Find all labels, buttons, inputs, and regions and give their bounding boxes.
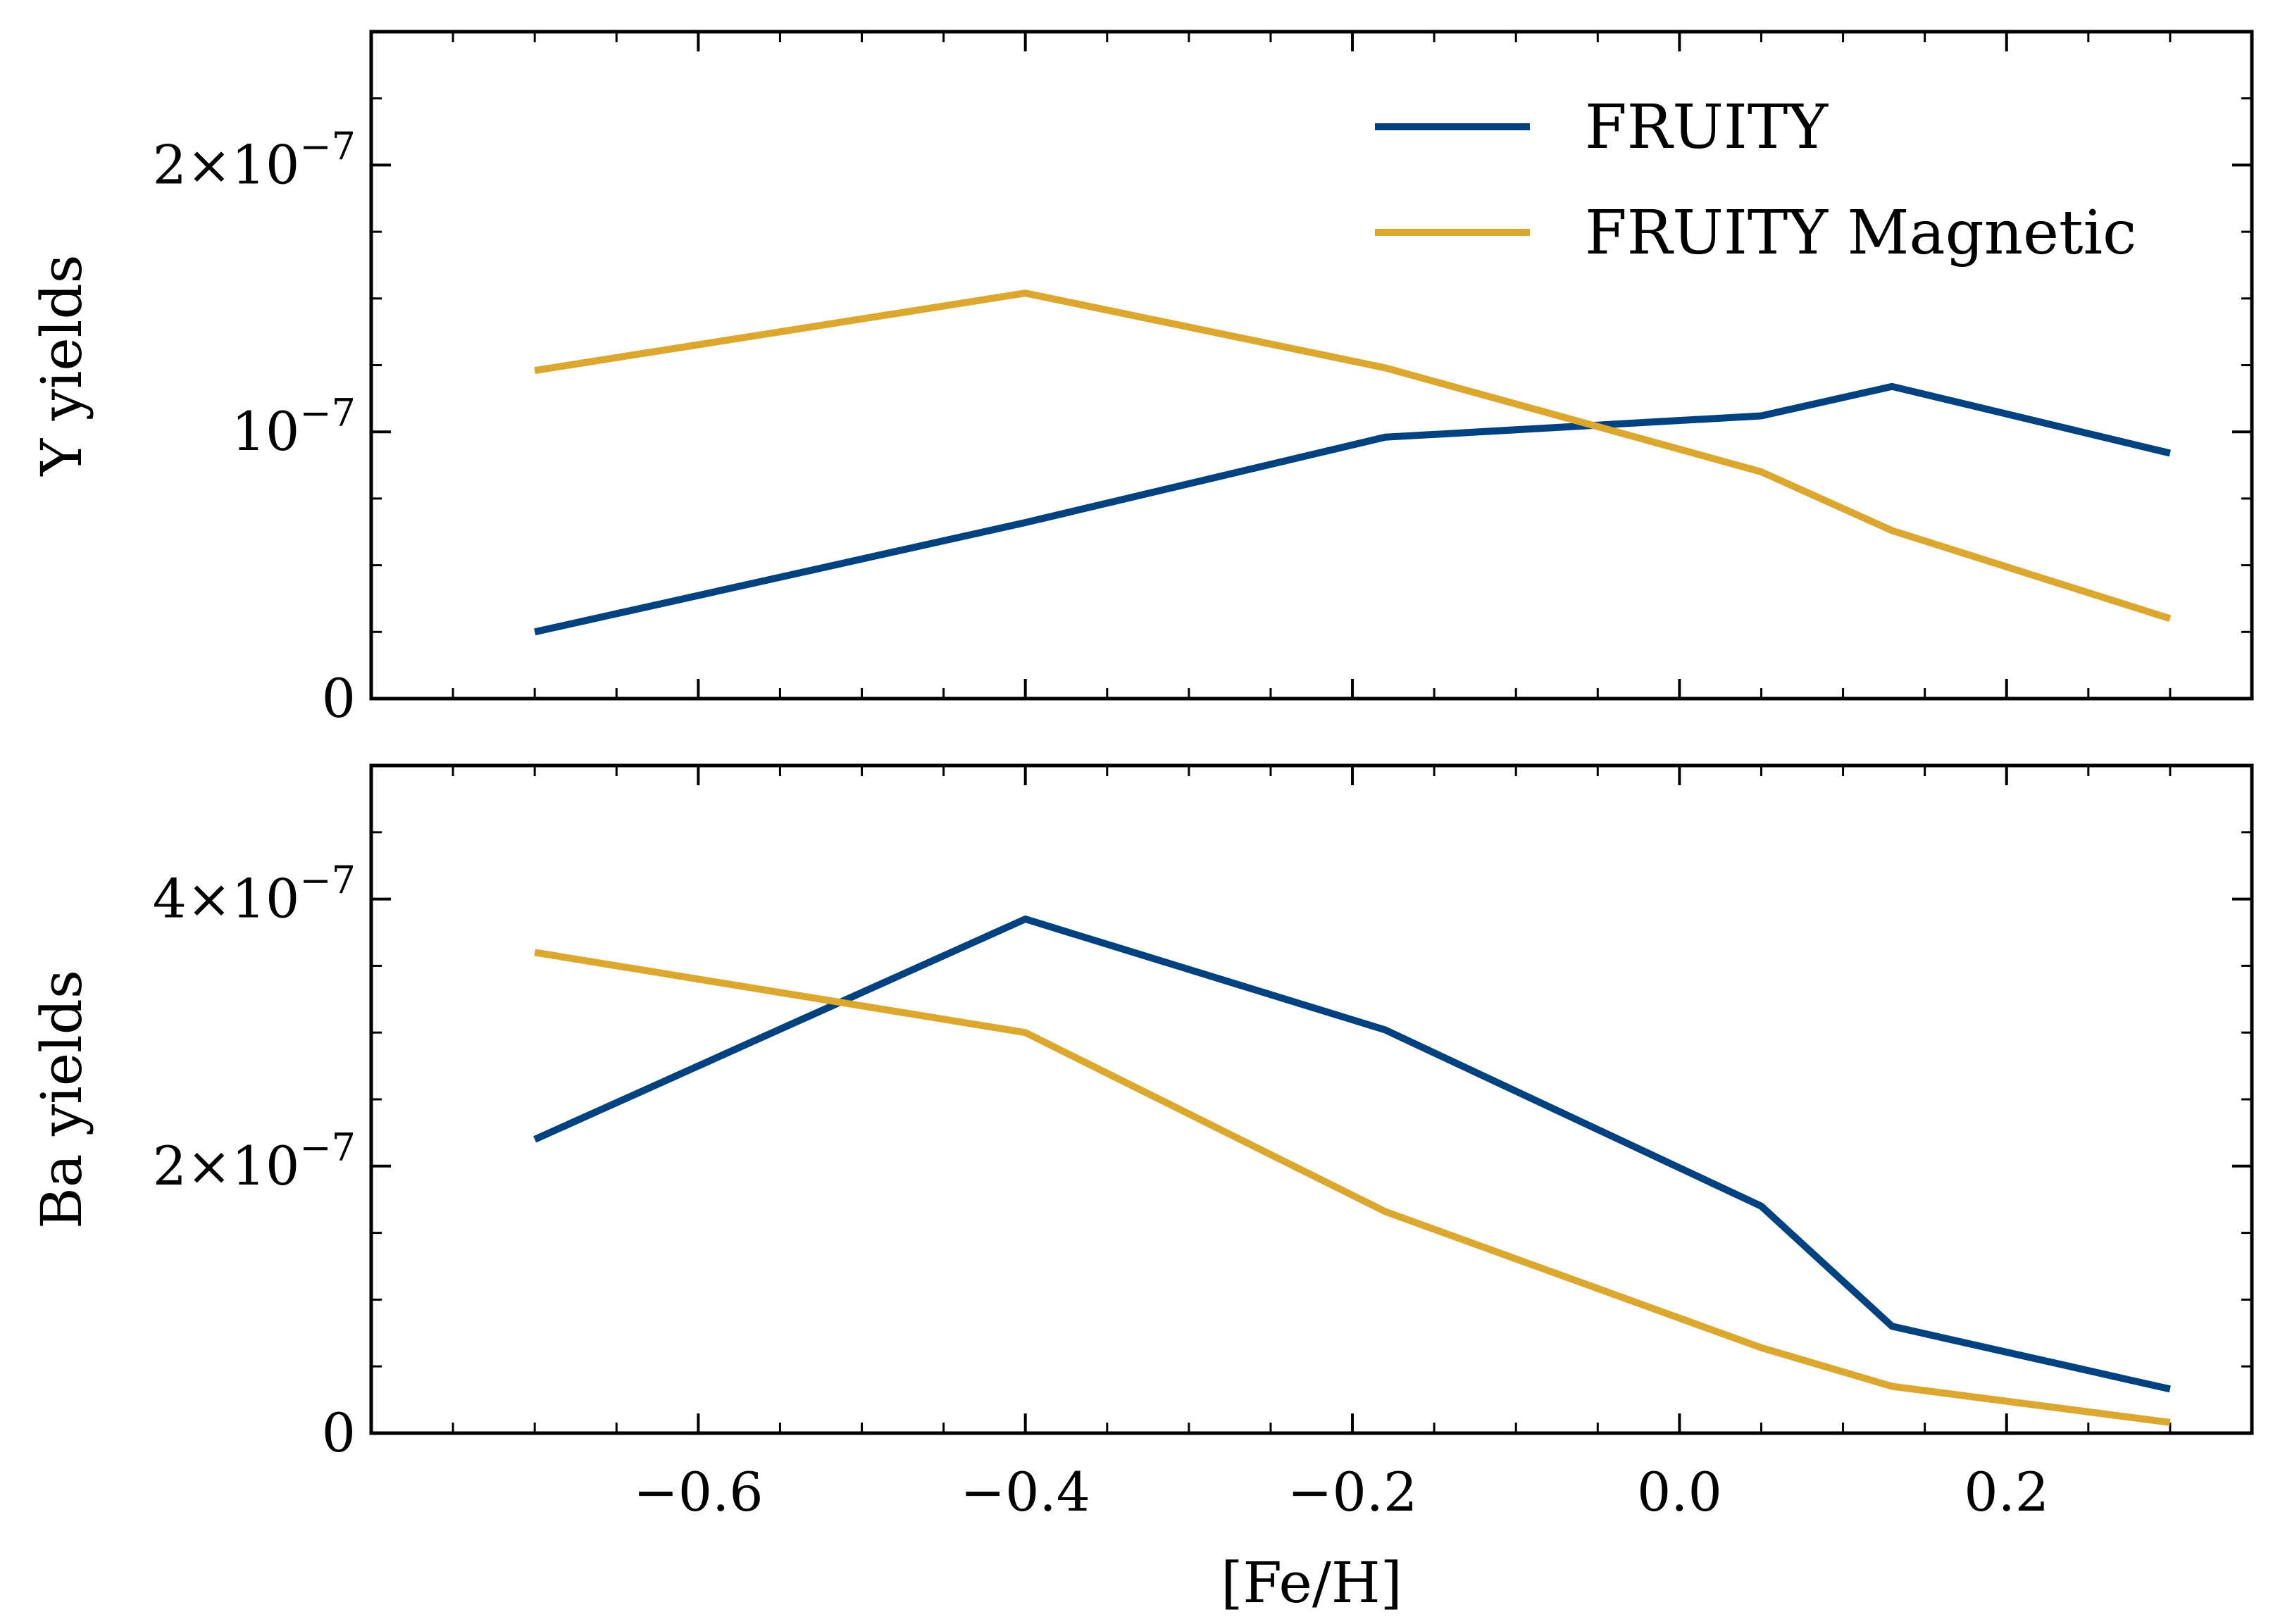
y-tick-exponent: −7 <box>299 124 356 168</box>
x-tick-label: 0.0 <box>1637 1461 1722 1523</box>
y-tick-base: 4×10 <box>153 868 300 930</box>
legend: FRUITY FRUITY Magnetic <box>1375 92 2136 268</box>
y-tick-label: 10−7 <box>232 391 356 463</box>
panel-bottom: −0.6 −0.4 −0.2 0.0 0.202×10−74×10−7Ba yields… <box>29 763 2254 1616</box>
x-tick-label: −0.2 <box>1288 1461 1418 1523</box>
y-tick-exponent: −7 <box>299 1125 356 1170</box>
x-tick-label: −0.4 <box>960 1461 1090 1523</box>
y-tick-base: 2×10 <box>153 1135 300 1197</box>
series-line-fruity-magnetic <box>534 949 2171 1426</box>
x-axis-label: [Fe/H] <box>1221 1550 1402 1616</box>
y-tick-label: 0 <box>322 667 356 730</box>
y-tick-label: 2×10−7 <box>153 124 356 196</box>
legend-label: FRUITY Magnetic <box>1585 198 2136 268</box>
series-line-fruity-magnetic <box>534 289 2172 623</box>
y-tick-exponent: −7 <box>299 391 356 435</box>
y-tick-base: 0 <box>322 667 356 730</box>
legend-label: FRUITY <box>1585 92 1829 163</box>
x-tick-label: 0.2 <box>1964 1461 2049 1523</box>
y-tick-base: 2×10 <box>153 133 300 196</box>
y-axis-label: Y yields <box>29 254 94 476</box>
y-tick-base: 10 <box>232 400 300 463</box>
x-tick-label: −0.6 <box>633 1461 764 1523</box>
y-tick-label: 2×10−7 <box>153 1125 356 1197</box>
series-line-fruity <box>533 916 2172 1393</box>
y-tick-base: 0 <box>322 1401 356 1464</box>
y-tick-exponent: −7 <box>299 858 356 903</box>
y-axis-label: Ba yields <box>29 970 94 1229</box>
series-line-fruity <box>534 382 2172 636</box>
y-tick-label: 4×10−7 <box>153 858 356 930</box>
y-tick-label: 0 <box>322 1401 356 1464</box>
